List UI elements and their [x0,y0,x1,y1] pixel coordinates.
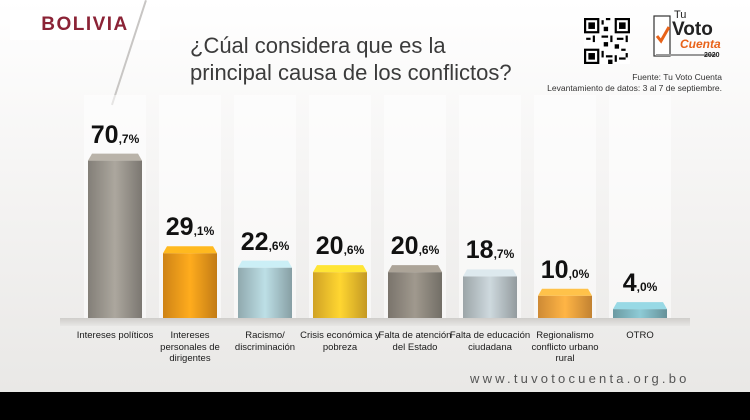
bar [88,153,142,318]
country-label: BOLIVIA [41,14,129,35]
tu-voto-cuenta-logo: Tu Voto Cuenta 2020 [650,8,730,66]
website-url[interactable]: www.tuvotocuenta.org.bo [470,371,690,386]
bar [388,265,442,318]
value-decimal: ,7% [118,131,140,146]
value-decimal: ,1% [193,224,215,239]
category-label: Intereses políticos [76,330,154,341]
bar-value-label: 4,0% [600,269,680,298]
logo-line-3: Cuenta [680,37,721,51]
chart-floor [60,318,690,326]
logo-year: 2020 [704,52,720,59]
value-integer: 20 [315,232,344,261]
bar-value-label: 20,6% [375,232,455,261]
source-line-2: Levantamiento de datos: 3 al 7 de septie… [547,83,722,93]
bottom-bar [0,392,750,420]
value-integer: 20 [390,232,419,261]
logo-line-1: Tu [674,9,687,21]
value-decimal: ,0% [568,266,590,281]
qr-code-icon[interactable] [584,18,630,64]
value-integer: 70 [90,120,119,149]
bar [313,265,367,318]
value-integer: 22 [240,227,269,256]
bar [538,288,592,318]
bar [613,302,667,318]
bar-value-label: 29,1% [150,213,230,242]
value-decimal: ,7% [493,247,515,262]
value-decimal: ,6% [343,243,365,258]
value-integer: 10 [540,255,569,284]
source-line-1: Fuente: Tu Voto Cuenta [632,72,722,82]
value-integer: 4 [622,269,637,298]
category-label: Crisis económica y pobreza [300,330,380,353]
category-label: Racismo/ discriminación [234,330,296,353]
category-label: Falta de atención del Estado [378,330,452,353]
bar-column-shade [534,95,596,318]
bar-column-shade [609,95,671,318]
bar-value-label: 22,6% [225,228,305,257]
value-integer: 29 [165,213,194,242]
bar [238,260,292,318]
category-label: Regionalismo conflicto urbano rural [531,330,599,364]
title-line-2: principal causa de los conflictos? [190,60,512,85]
chart-title: ¿Cúal considera que es la principal caus… [190,32,570,86]
bar-value-label: 18,7% [450,236,530,265]
source-note: Fuente: Tu Voto Cuenta Levantamiento de … [547,72,722,94]
bar-chart [88,95,671,318]
value-decimal: ,6% [268,238,290,253]
bar-value-label: 70,7% [75,121,155,150]
category-label: OTRO [626,330,654,341]
title-line-1: ¿Cúal considera que es la [190,33,446,58]
value-decimal: ,6% [418,243,440,258]
logo-line-2: Voto [672,19,713,40]
bar-value-label: 10,0% [525,256,605,285]
bar [463,269,517,318]
bar [163,246,217,318]
bar-value-label: 20,6% [300,232,380,261]
category-label: Falta de educación ciudadana [449,330,531,353]
category-label: Intereses personales de dirigentes [160,330,220,364]
ballot-box-icon [653,15,716,57]
value-decimal: ,0% [636,280,658,295]
value-integer: 18 [465,236,494,265]
